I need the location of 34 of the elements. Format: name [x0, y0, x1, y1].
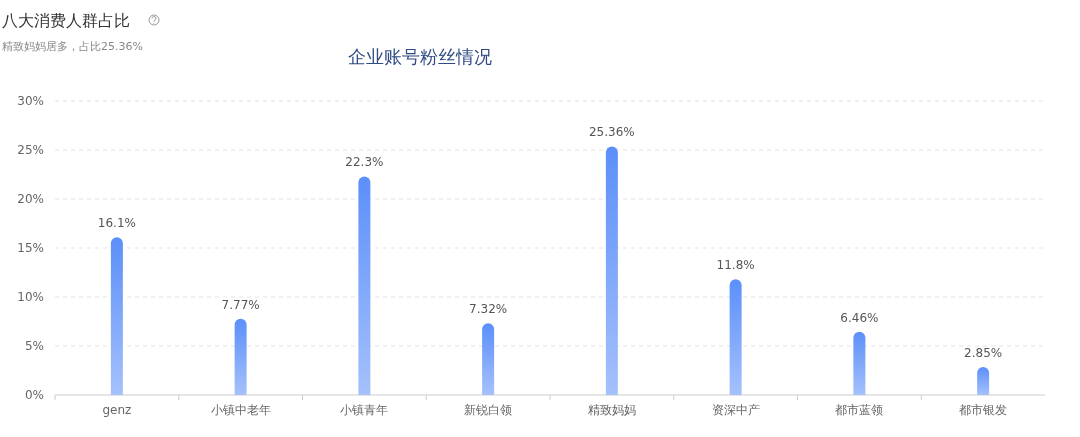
data-label: 6.46% [840, 310, 879, 325]
data-label: 2.85% [964, 346, 1003, 361]
y-tick-label: 0% [24, 388, 44, 402]
data-label: 7.32% [469, 302, 508, 317]
data-label: 7.77% [221, 297, 260, 312]
x-tick-label: genz [102, 403, 132, 417]
x-tick-label: 小镇中老年 [210, 403, 271, 417]
bar [853, 331, 866, 395]
bar [605, 146, 618, 395]
bar [234, 318, 247, 395]
data-label: 25.36% [588, 125, 635, 140]
bar [482, 323, 495, 395]
bar [358, 176, 371, 395]
text: 企业账号粉丝情况 [348, 46, 492, 67]
y-tick-label: 10% [17, 290, 44, 304]
x-tick-label: 资深中产 [711, 403, 760, 417]
y-tick-label: 15% [17, 241, 44, 255]
y-tick-label: 20% [17, 192, 44, 206]
y-tick-label: 25% [17, 143, 44, 157]
x-tick-label: 精致妈妈 [587, 403, 636, 417]
chart-subtitle: 精致妈妈居多，占比25.36% [2, 40, 143, 53]
x-tick-label: 都市蓝领 [835, 403, 884, 417]
data-label: 22.3% [345, 155, 384, 170]
y-tick-label: 30% [17, 94, 44, 108]
x-tick-label: 新锐白领 [464, 403, 513, 417]
data-label: 11.8% [716, 258, 755, 273]
data-label: 16.1% [97, 216, 136, 231]
x-tick-label: 小镇青年 [340, 403, 389, 417]
bar [729, 279, 742, 395]
bar [110, 237, 123, 395]
x-tick-label: 都市银发 [959, 403, 1008, 417]
y-tick-label: 5% [24, 339, 44, 353]
bar [977, 367, 990, 395]
chart-title: 八大消费人群占比 [2, 11, 130, 30]
